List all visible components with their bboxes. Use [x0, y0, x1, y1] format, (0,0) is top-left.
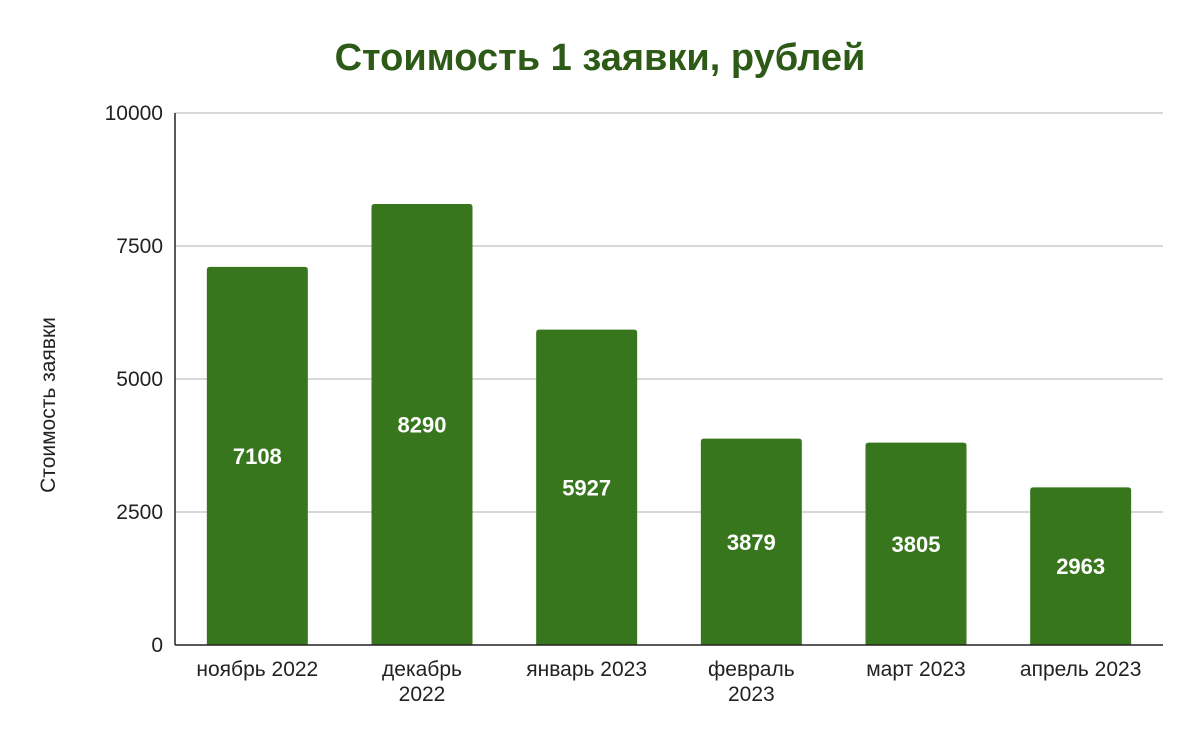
category-label: апрель 2023 [1020, 658, 1141, 681]
bar [371, 203, 473, 646]
chart-title: Стоимость 1 заявки, рублей [335, 37, 866, 79]
category-label: 2023 [728, 683, 775, 706]
y-tick-label: 7500 [116, 235, 163, 258]
category-label: ноябрь 2022 [196, 658, 318, 681]
bar [1030, 487, 1132, 645]
data-label: 7108 [233, 444, 282, 469]
y-tick-label: 2500 [116, 501, 163, 524]
data-label: 5927 [562, 475, 611, 500]
y-tick-label: 5000 [116, 368, 163, 391]
data-labels: 7108 8290 5927 3879 3805 2963 [233, 412, 1105, 579]
bar [206, 266, 308, 645]
category-label: март 2023 [866, 658, 966, 681]
y-tick-label: 0 [151, 634, 163, 657]
data-label: 3879 [727, 530, 776, 555]
data-label: 3805 [892, 532, 941, 557]
y-axis-ticks: 0 2500 5000 7500 10000 [105, 102, 163, 657]
bar [865, 442, 967, 645]
category-label: январь 2023 [526, 658, 647, 681]
category-label: декабрь [382, 658, 462, 681]
gridlines [175, 112, 1163, 513]
bars [206, 203, 1132, 646]
y-axis-label: Стоимость заявки [37, 317, 60, 493]
data-label: 2963 [1056, 554, 1105, 579]
y-tick-label: 10000 [105, 102, 163, 125]
category-label: 2022 [399, 683, 446, 706]
bar [536, 329, 638, 645]
data-label: 8290 [398, 412, 447, 437]
category-label: февраль [708, 658, 795, 681]
bar [700, 438, 802, 645]
